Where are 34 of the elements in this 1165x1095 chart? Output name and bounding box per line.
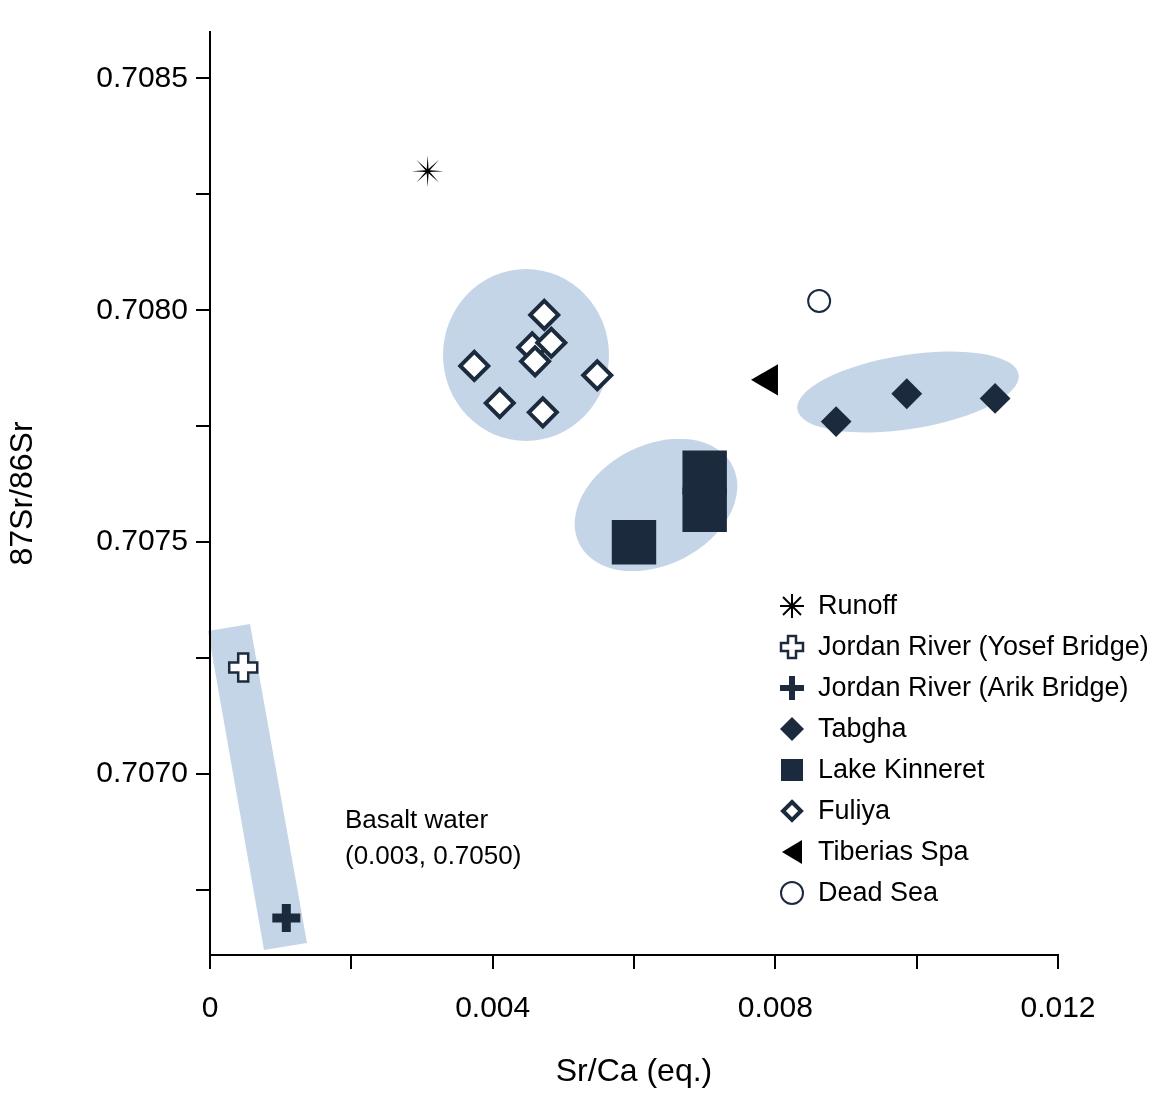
legend-label: Tabgha bbox=[818, 713, 907, 744]
x-tick-label: 0.004 bbox=[455, 990, 531, 1024]
point bbox=[458, 349, 491, 382]
y-tick-label: 0.7075 bbox=[96, 523, 188, 557]
point bbox=[272, 903, 301, 932]
point bbox=[227, 652, 259, 683]
point bbox=[535, 326, 568, 359]
point bbox=[526, 396, 559, 429]
point bbox=[821, 406, 852, 437]
y-tick-label: 0.7070 bbox=[96, 755, 188, 789]
x-tick-label: 0.008 bbox=[737, 990, 813, 1024]
annotation: Basalt water (0.003, 0.7050) bbox=[345, 804, 522, 871]
y-tick-label: 0.7085 bbox=[96, 59, 188, 93]
y-axis-title: 87Sr/86Sr bbox=[3, 421, 40, 566]
point bbox=[980, 383, 1011, 414]
x-axis-title: Sr/Ca (eq.) bbox=[555, 1051, 713, 1088]
point bbox=[519, 345, 552, 378]
legend-label: Runoff bbox=[818, 590, 898, 621]
point bbox=[611, 519, 657, 565]
legend-label: Jordan River (Yosef Bridge) bbox=[818, 631, 1149, 662]
point bbox=[807, 289, 832, 314]
point bbox=[528, 298, 561, 331]
point bbox=[483, 387, 516, 420]
legend-label: Fuliya bbox=[818, 795, 891, 826]
legend-label: Jordan River (Arik Bridge) bbox=[818, 672, 1129, 703]
x-tick-label: 0.012 bbox=[1020, 990, 1096, 1024]
point bbox=[891, 378, 922, 409]
legend-label: Tiberias Spa bbox=[818, 836, 969, 867]
y-tick-label: 0.7080 bbox=[96, 291, 188, 325]
point bbox=[682, 487, 727, 532]
point bbox=[581, 359, 614, 392]
legend-label: Lake Kinneret bbox=[818, 754, 985, 785]
x-tick-label: 0 bbox=[201, 990, 219, 1024]
legend-label: Dead Sea bbox=[818, 877, 939, 908]
